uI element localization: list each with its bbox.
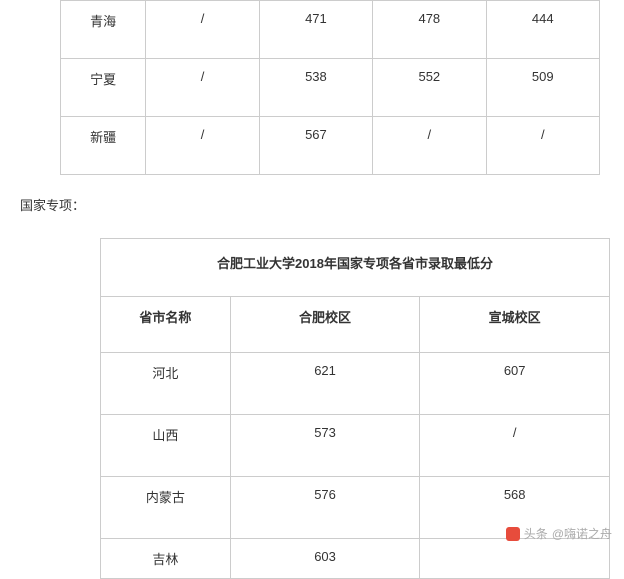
table-row: 河北 621 607	[101, 353, 610, 415]
province-cell: 内蒙古	[101, 477, 231, 539]
section-label: 国家专项：	[20, 195, 624, 214]
value-cell: /	[486, 117, 599, 175]
top-table-body: 青海 / 471 478 444 宁夏 / 538 552 509 新疆 / 5…	[61, 1, 600, 175]
value-cell: 552	[373, 59, 486, 117]
province-cell: 山西	[101, 415, 231, 477]
campus1-cell: 621	[230, 353, 420, 415]
campus2-cell	[420, 539, 610, 579]
header-campus2: 宣城校区	[420, 297, 610, 353]
toutiao-logo-icon	[506, 527, 520, 541]
table-row: 山西 573 /	[101, 415, 610, 477]
campus2-cell: /	[420, 415, 610, 477]
value-cell: /	[373, 117, 486, 175]
table-row: 青海 / 471 478 444	[61, 1, 600, 59]
watermark-prefix: 头条	[524, 525, 548, 542]
value-cell: 444	[486, 1, 599, 59]
province-cell: 吉林	[101, 539, 231, 579]
province-cell: 宁夏	[61, 59, 146, 117]
main-table-body: 河北 621 607 山西 573 / 内蒙古 576 568 吉林 603	[101, 353, 610, 579]
value-cell: /	[146, 59, 259, 117]
header-campus1: 合肥校区	[230, 297, 420, 353]
value-cell: 478	[373, 1, 486, 59]
province-cell: 青海	[61, 1, 146, 59]
table-title: 合肥工业大学2018年国家专项各省市录取最低分	[101, 239, 610, 297]
watermark: 头条 @嗨诺之舟	[506, 525, 612, 542]
table-row: 吉林 603	[101, 539, 610, 579]
province-cell: 新疆	[61, 117, 146, 175]
campus1-cell: 576	[230, 477, 420, 539]
province-cell: 河北	[101, 353, 231, 415]
value-cell: /	[146, 1, 259, 59]
campus2-cell: 607	[420, 353, 610, 415]
table-row: 宁夏 / 538 552 509	[61, 59, 600, 117]
title-row: 合肥工业大学2018年国家专项各省市录取最低分	[101, 239, 610, 297]
campus1-cell: 603	[230, 539, 420, 579]
value-cell: 538	[259, 59, 372, 117]
header-province: 省市名称	[101, 297, 231, 353]
table-row: 新疆 / 567 / /	[61, 117, 600, 175]
main-table-head: 合肥工业大学2018年国家专项各省市录取最低分 省市名称 合肥校区 宣城校区	[101, 239, 610, 353]
top-scores-table: 青海 / 471 478 444 宁夏 / 538 552 509 新疆 / 5…	[60, 0, 600, 175]
value-cell: 471	[259, 1, 372, 59]
header-row: 省市名称 合肥校区 宣城校区	[101, 297, 610, 353]
campus1-cell: 573	[230, 415, 420, 477]
value-cell: 567	[259, 117, 372, 175]
value-cell: /	[146, 117, 259, 175]
watermark-author: @嗨诺之舟	[552, 525, 612, 542]
value-cell: 509	[486, 59, 599, 117]
